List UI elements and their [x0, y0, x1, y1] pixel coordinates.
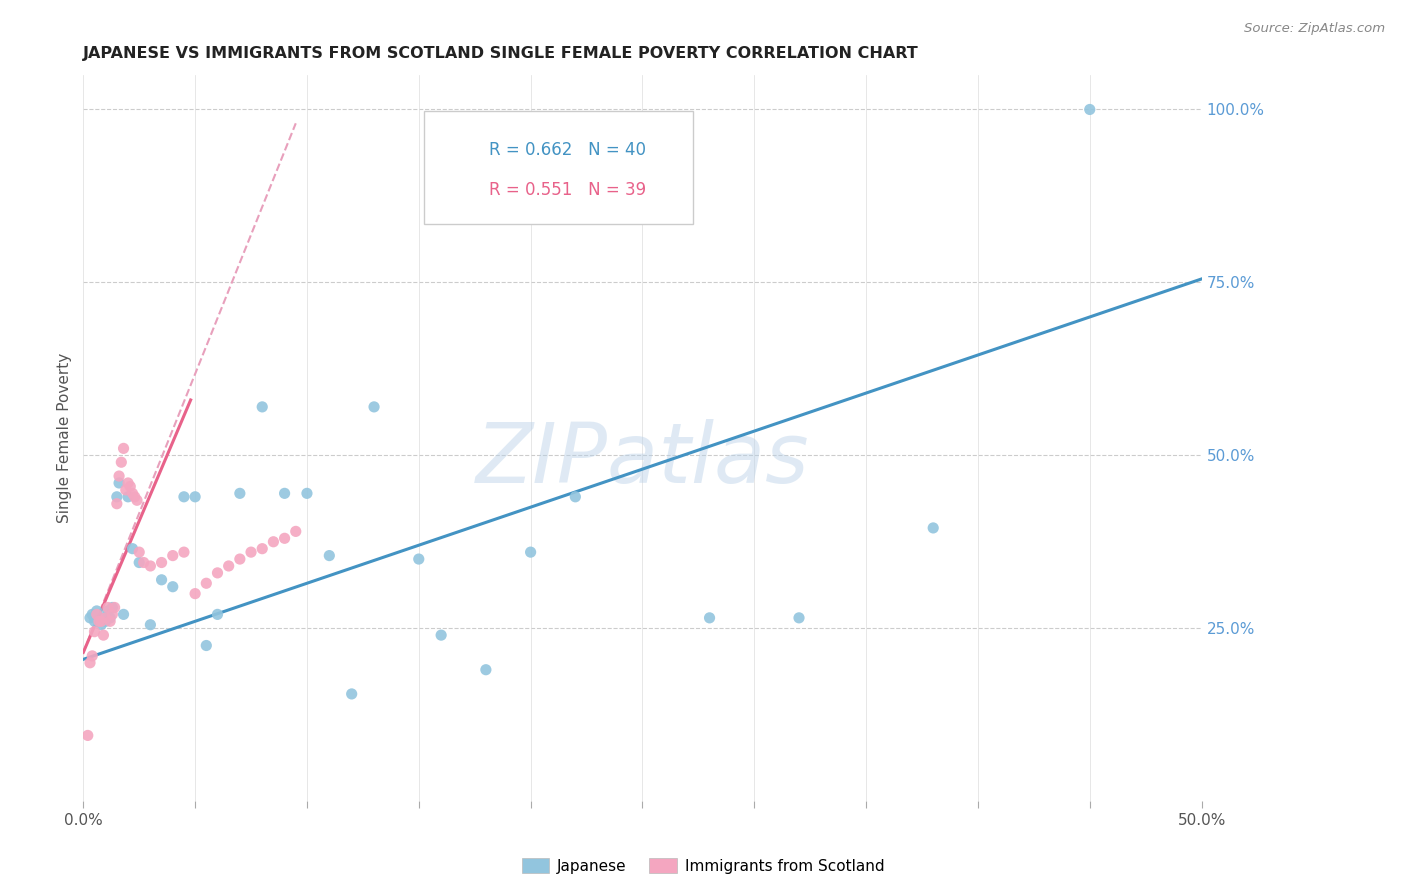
Point [408, 552, 430, 566]
Point [1078, 103, 1101, 117]
Point [86, 607, 108, 622]
Point [262, 534, 284, 549]
Point [98, 615, 121, 629]
Point [87, 615, 110, 629]
Point [94, 611, 117, 625]
Point [97, 604, 120, 618]
Point [114, 483, 136, 497]
Point [139, 617, 162, 632]
Point [105, 497, 128, 511]
Text: ZIPatlas: ZIPatlas [475, 419, 810, 500]
Point [564, 490, 586, 504]
Point [922, 521, 945, 535]
Point [90, 617, 112, 632]
Point [195, 576, 218, 591]
Point [150, 573, 173, 587]
Point [128, 556, 150, 570]
Point [284, 524, 307, 539]
Point [252, 400, 274, 414]
Point [79, 611, 101, 625]
Point [207, 566, 229, 580]
Point [273, 531, 295, 545]
Point [173, 490, 195, 504]
Point [173, 545, 195, 559]
Point [475, 663, 498, 677]
Point [112, 442, 135, 456]
Point [229, 552, 252, 566]
Point [124, 490, 146, 504]
Point [318, 549, 340, 563]
Point [132, 556, 155, 570]
Point [150, 556, 173, 570]
Point [195, 639, 218, 653]
Point [86, 604, 108, 618]
Point [112, 607, 135, 622]
Point [162, 549, 184, 563]
Point [82, 648, 104, 663]
Point [139, 558, 162, 573]
Point [79, 656, 101, 670]
Point [229, 486, 252, 500]
Point [117, 490, 139, 504]
Point [83, 615, 105, 629]
Point [295, 486, 318, 500]
Point [699, 611, 721, 625]
Point [218, 558, 240, 573]
Text: Source: ZipAtlas.com: Source: ZipAtlas.com [1244, 22, 1385, 36]
Text: R = 0.551   N = 39: R = 0.551 N = 39 [489, 181, 647, 199]
Point [90, 615, 112, 629]
Point [207, 607, 229, 622]
Point [93, 628, 115, 642]
Point [519, 545, 541, 559]
Point [430, 628, 453, 642]
Point [108, 475, 131, 490]
Y-axis label: Single Female Poverty: Single Female Poverty [58, 353, 72, 523]
Point [104, 600, 127, 615]
Point [252, 541, 274, 556]
Point [82, 607, 104, 622]
Point [787, 611, 810, 625]
FancyBboxPatch shape [425, 112, 693, 224]
Point [340, 687, 363, 701]
Point [98, 611, 121, 625]
Point [110, 455, 132, 469]
Point [105, 490, 128, 504]
Point [184, 490, 207, 504]
Point [120, 479, 142, 493]
Point [162, 580, 184, 594]
Point [117, 475, 139, 490]
Point [121, 541, 143, 556]
Point [87, 615, 110, 629]
Point [101, 607, 124, 622]
Point [97, 600, 120, 615]
Point [83, 624, 105, 639]
Text: R = 0.662   N = 40: R = 0.662 N = 40 [489, 141, 647, 159]
Legend: Japanese, Immigrants from Scotland: Japanese, Immigrants from Scotland [516, 852, 890, 880]
Point [363, 400, 385, 414]
Point [125, 493, 148, 508]
Point [273, 486, 295, 500]
Point [94, 615, 117, 629]
Point [121, 486, 143, 500]
Point [108, 469, 131, 483]
Point [184, 587, 207, 601]
Point [101, 600, 124, 615]
Point [93, 611, 115, 625]
Point [128, 545, 150, 559]
Point [76, 728, 98, 742]
Point [240, 545, 263, 559]
Text: JAPANESE VS IMMIGRANTS FROM SCOTLAND SINGLE FEMALE POVERTY CORRELATION CHART: JAPANESE VS IMMIGRANTS FROM SCOTLAND SIN… [83, 46, 920, 62]
